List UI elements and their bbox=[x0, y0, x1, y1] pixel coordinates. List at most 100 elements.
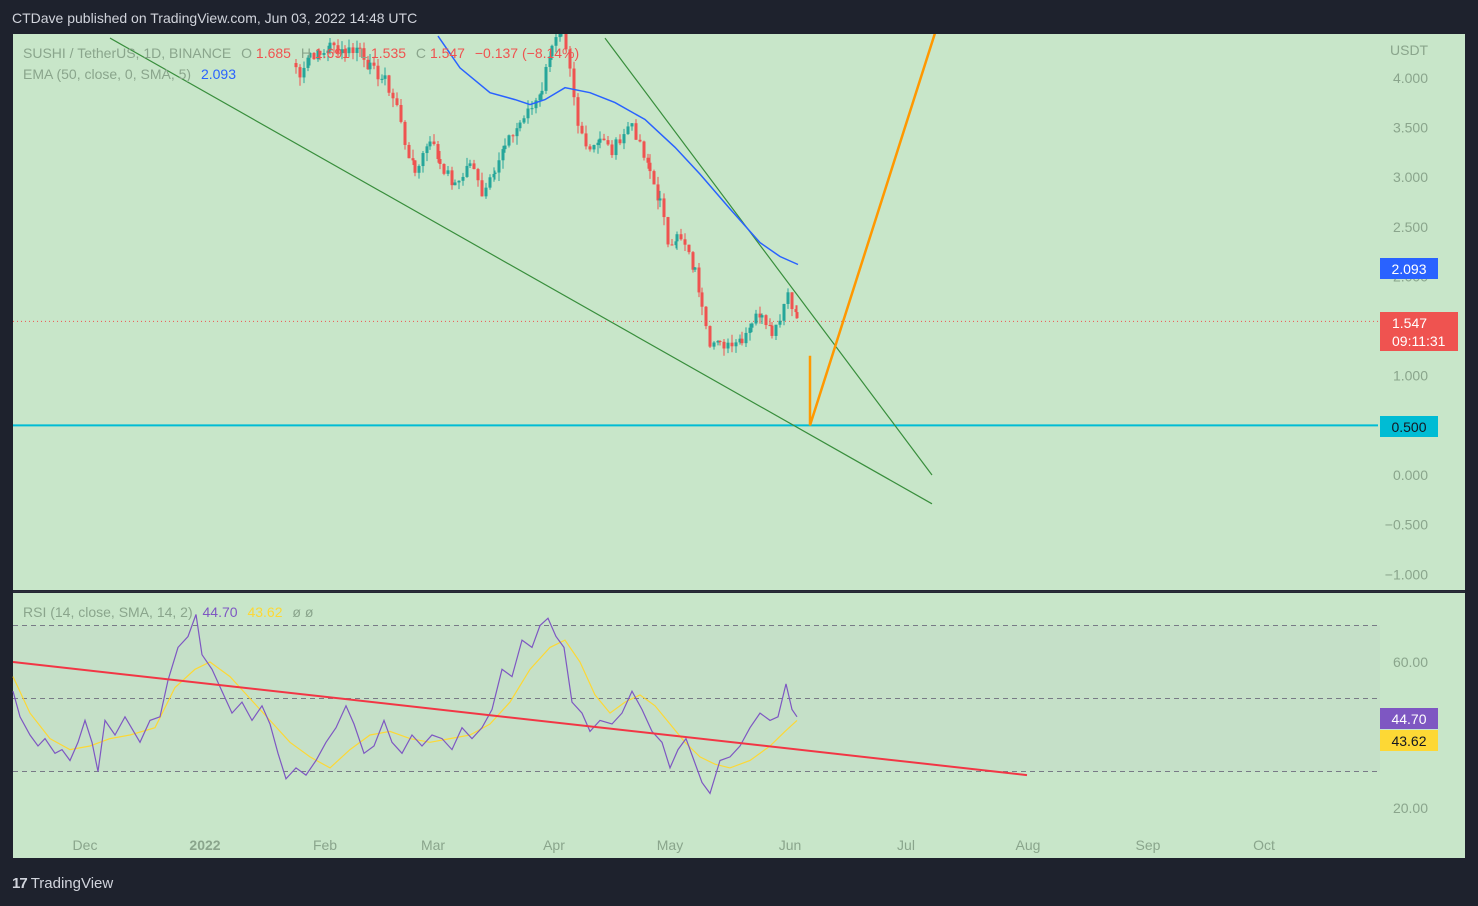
candle[interactable] bbox=[538, 93, 542, 107]
candle[interactable] bbox=[501, 145, 505, 169]
candle[interactable] bbox=[754, 309, 758, 326]
candle[interactable] bbox=[438, 151, 442, 170]
tradingview-footer[interactable]: 17 TradingView bbox=[12, 875, 113, 892]
candle[interactable] bbox=[584, 125, 588, 150]
candle[interactable] bbox=[544, 63, 548, 94]
candle[interactable] bbox=[679, 228, 683, 241]
candle[interactable] bbox=[407, 142, 411, 159]
time-axis-background[interactable] bbox=[13, 830, 1465, 858]
candle[interactable] bbox=[511, 134, 515, 143]
candle[interactable] bbox=[722, 339, 726, 356]
candle[interactable] bbox=[646, 153, 650, 169]
candle[interactable] bbox=[368, 53, 372, 75]
candle[interactable] bbox=[588, 144, 592, 152]
rsi-ma-line[interactable] bbox=[12, 639, 798, 769]
candle[interactable] bbox=[666, 216, 670, 248]
candle[interactable] bbox=[548, 51, 552, 73]
candle[interactable] bbox=[554, 30, 558, 53]
rsi-line[interactable] bbox=[12, 614, 798, 795]
candle[interactable] bbox=[403, 120, 407, 150]
candle[interactable] bbox=[391, 88, 395, 108]
candle[interactable] bbox=[387, 74, 391, 97]
candle[interactable] bbox=[453, 179, 457, 186]
candle[interactable] bbox=[316, 49, 320, 62]
candle[interactable] bbox=[515, 122, 519, 145]
rsi-trendline[interactable] bbox=[12, 661, 1028, 777]
candle[interactable] bbox=[564, 30, 568, 51]
candle[interactable] bbox=[472, 159, 476, 170]
wedge-trendline-2[interactable] bbox=[604, 37, 933, 476]
candle[interactable] bbox=[461, 172, 465, 186]
candle[interactable] bbox=[411, 149, 415, 165]
candle[interactable] bbox=[328, 37, 332, 55]
candle[interactable] bbox=[734, 339, 738, 353]
projection-path[interactable] bbox=[808, 33, 937, 426]
candle[interactable] bbox=[572, 61, 576, 106]
candle[interactable] bbox=[580, 121, 584, 135]
candle[interactable] bbox=[634, 119, 638, 140]
candle[interactable] bbox=[618, 134, 622, 146]
rsi-legend[interactable]: RSI (14, close, SMA, 14, 2) 44.70 43.62 … bbox=[23, 604, 314, 620]
candle[interactable] bbox=[740, 331, 744, 346]
candle[interactable] bbox=[417, 164, 421, 179]
candle[interactable] bbox=[428, 136, 432, 150]
candle[interactable] bbox=[347, 39, 351, 57]
candle[interactable] bbox=[687, 244, 691, 255]
candle[interactable] bbox=[362, 42, 366, 68]
candle[interactable] bbox=[718, 340, 722, 346]
candle[interactable] bbox=[598, 131, 602, 149]
candle[interactable] bbox=[730, 334, 734, 353]
candle[interactable] bbox=[484, 182, 488, 199]
candle[interactable] bbox=[704, 305, 708, 330]
candle[interactable] bbox=[726, 338, 730, 354]
candle[interactable] bbox=[658, 190, 662, 208]
candle[interactable] bbox=[308, 52, 312, 66]
candle[interactable] bbox=[795, 305, 799, 319]
candle[interactable] bbox=[351, 42, 355, 60]
candle[interactable] bbox=[712, 341, 716, 350]
candle[interactable] bbox=[507, 134, 511, 148]
candle[interactable] bbox=[446, 166, 450, 177]
candle[interactable] bbox=[596, 139, 600, 154]
candle[interactable] bbox=[778, 314, 782, 328]
candle[interactable] bbox=[298, 64, 302, 86]
candle[interactable] bbox=[380, 74, 384, 84]
candle[interactable] bbox=[697, 263, 701, 298]
candle[interactable] bbox=[760, 313, 764, 324]
candle[interactable] bbox=[326, 45, 330, 62]
candle[interactable] bbox=[302, 61, 306, 84]
candle[interactable] bbox=[306, 55, 310, 72]
candle[interactable] bbox=[492, 167, 496, 182]
candle[interactable] bbox=[465, 157, 469, 178]
candle[interactable] bbox=[576, 93, 580, 134]
candle[interactable] bbox=[606, 135, 610, 146]
symbol-legend[interactable]: SUSHI / TetherUS, 1D, BINANCE O 1.685 H … bbox=[23, 45, 579, 61]
candle[interactable] bbox=[630, 123, 634, 131]
candle[interactable] bbox=[395, 92, 399, 107]
candle[interactable] bbox=[716, 339, 720, 346]
candle[interactable] bbox=[318, 50, 322, 61]
candle[interactable] bbox=[425, 143, 429, 162]
candle[interactable] bbox=[786, 288, 790, 309]
candle[interactable] bbox=[558, 29, 562, 42]
candle[interactable] bbox=[493, 170, 497, 180]
candle[interactable] bbox=[355, 40, 359, 62]
ema-legend[interactable]: EMA (50, close, 0, SMA, 5) 2.093 bbox=[23, 66, 236, 82]
candle[interactable] bbox=[652, 169, 656, 185]
candle[interactable] bbox=[592, 144, 596, 153]
candle[interactable] bbox=[332, 41, 336, 54]
candle[interactable] bbox=[413, 160, 417, 177]
candle[interactable] bbox=[358, 42, 362, 58]
candle[interactable] bbox=[656, 176, 660, 210]
candle[interactable] bbox=[468, 159, 472, 168]
candle[interactable] bbox=[622, 128, 626, 150]
candle[interactable] bbox=[568, 46, 572, 77]
candle[interactable] bbox=[336, 39, 340, 58]
candle[interactable] bbox=[450, 166, 454, 190]
candle[interactable] bbox=[670, 238, 674, 246]
candle[interactable] bbox=[457, 180, 461, 190]
candle[interactable] bbox=[540, 82, 544, 100]
candle[interactable] bbox=[662, 193, 666, 226]
candle[interactable] bbox=[343, 45, 347, 62]
candle[interactable] bbox=[748, 323, 752, 341]
